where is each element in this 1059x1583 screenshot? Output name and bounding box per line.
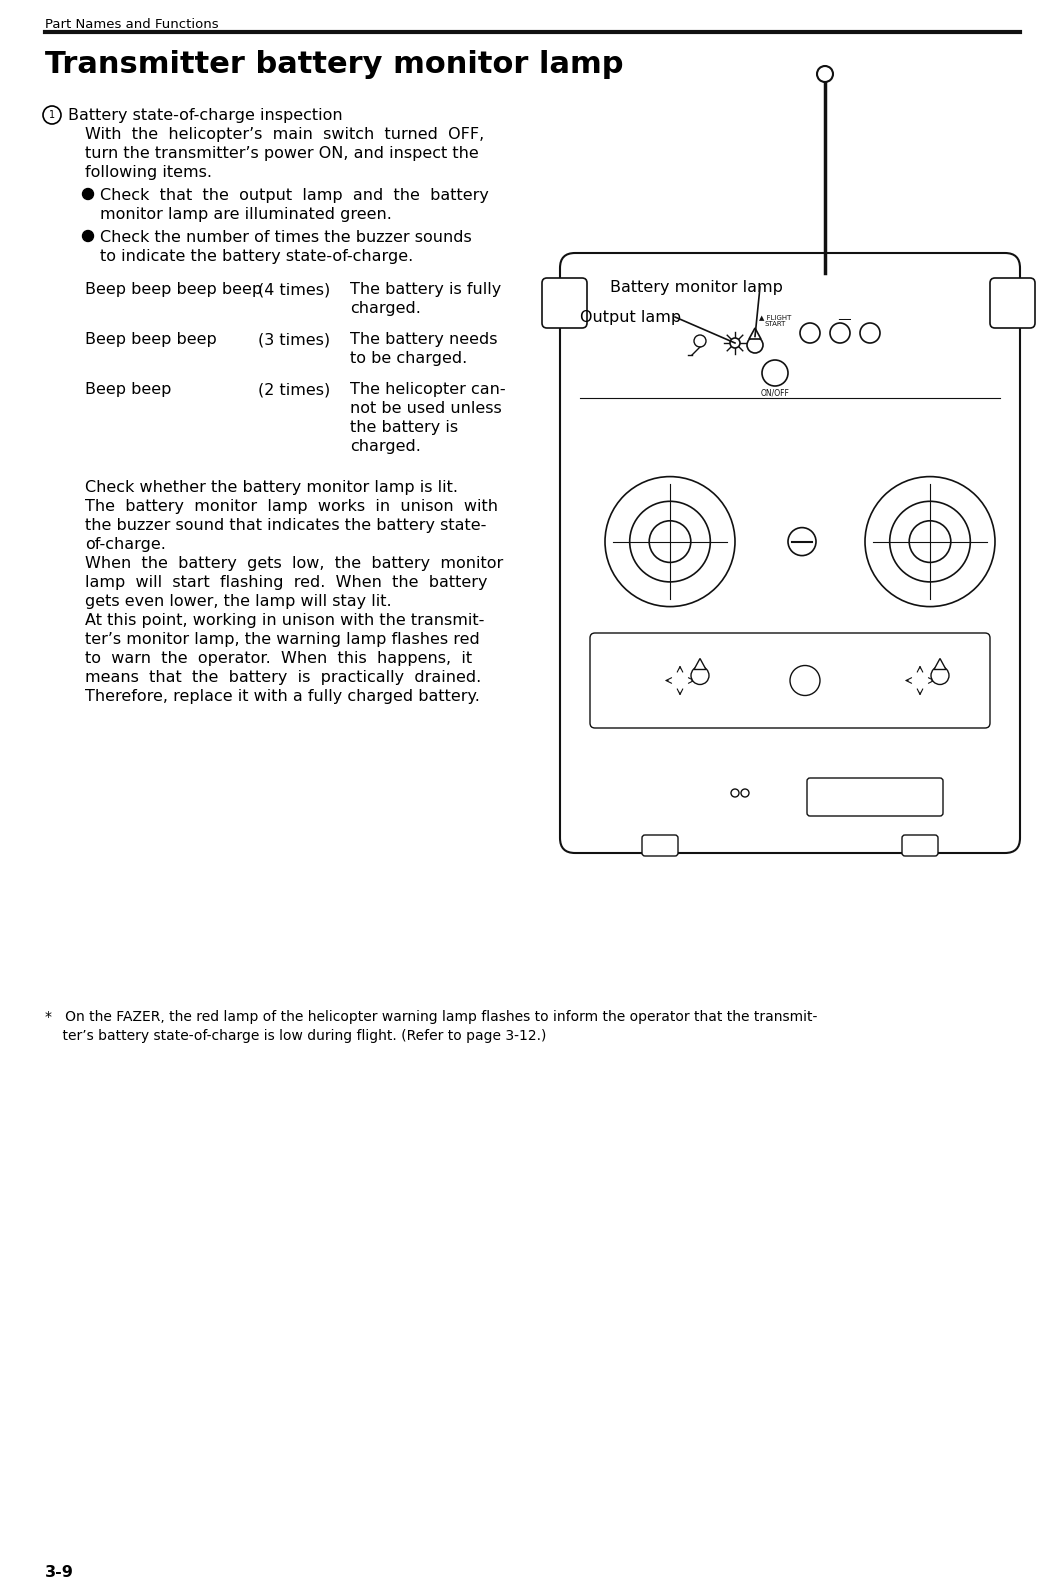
Text: charged.: charged. xyxy=(351,301,420,317)
Circle shape xyxy=(649,521,690,562)
Text: turn the transmitter’s power ON, and inspect the: turn the transmitter’s power ON, and ins… xyxy=(85,146,479,161)
Circle shape xyxy=(830,323,850,344)
Circle shape xyxy=(83,188,93,199)
FancyBboxPatch shape xyxy=(560,253,1020,853)
Text: following items.: following items. xyxy=(85,165,212,180)
FancyBboxPatch shape xyxy=(642,834,678,856)
Text: Battery monitor lamp: Battery monitor lamp xyxy=(610,280,783,294)
Text: Part Names and Functions: Part Names and Functions xyxy=(44,17,218,32)
Circle shape xyxy=(910,521,951,562)
Text: means  that  the  battery  is  practically  drained.: means that the battery is practically dr… xyxy=(85,670,481,685)
Text: With  the  helicopter’s  main  switch  turned  OFF,: With the helicopter’s main switch turned… xyxy=(85,127,484,142)
Circle shape xyxy=(731,788,739,796)
Text: The battery needs: The battery needs xyxy=(351,332,498,347)
Text: lamp  will  start  flashing  red.  When  the  battery: lamp will start flashing red. When the b… xyxy=(85,575,487,590)
Text: monitor lamp are illuminated green.: monitor lamp are illuminated green. xyxy=(100,207,392,222)
Circle shape xyxy=(694,336,706,347)
Text: the battery is: the battery is xyxy=(351,419,459,435)
Text: Check the number of times the buzzer sounds: Check the number of times the buzzer sou… xyxy=(100,230,471,245)
Polygon shape xyxy=(934,659,946,670)
Text: ter’s battery state-of-charge is low during flight. (Refer to page 3-12.): ter’s battery state-of-charge is low dur… xyxy=(44,1029,546,1043)
FancyBboxPatch shape xyxy=(590,633,990,728)
Text: START: START xyxy=(765,321,786,328)
Circle shape xyxy=(692,666,708,684)
Text: to be charged.: to be charged. xyxy=(351,351,467,366)
Text: (2 times): (2 times) xyxy=(258,382,330,397)
Text: gets even lower, the lamp will stay lit.: gets even lower, the lamp will stay lit. xyxy=(85,594,392,609)
Text: When  the  battery  gets  low,  the  battery  monitor: When the battery gets low, the battery m… xyxy=(85,556,503,571)
Text: charged.: charged. xyxy=(351,438,420,454)
Circle shape xyxy=(605,476,735,606)
Circle shape xyxy=(931,666,949,684)
Circle shape xyxy=(83,231,93,242)
Text: Beep beep beep beep: Beep beep beep beep xyxy=(85,282,263,298)
Circle shape xyxy=(730,339,740,348)
Circle shape xyxy=(800,323,820,344)
Text: At this point, working in unison with the transmit-: At this point, working in unison with th… xyxy=(85,613,484,628)
Text: of-charge.: of-charge. xyxy=(85,537,166,552)
FancyBboxPatch shape xyxy=(542,279,587,328)
Circle shape xyxy=(762,359,788,386)
Circle shape xyxy=(865,476,995,606)
Polygon shape xyxy=(749,328,761,339)
Text: Check whether the battery monitor lamp is lit.: Check whether the battery monitor lamp i… xyxy=(85,480,457,495)
Text: Check  that  the  output  lamp  and  the  battery: Check that the output lamp and the batte… xyxy=(100,188,489,203)
Text: (3 times): (3 times) xyxy=(258,332,330,347)
Text: ▔▔: ▔▔ xyxy=(839,318,851,328)
Text: Beep beep: Beep beep xyxy=(85,382,172,397)
Text: The  battery  monitor  lamp  works  in  unison  with: The battery monitor lamp works in unison… xyxy=(85,499,498,514)
FancyBboxPatch shape xyxy=(990,279,1035,328)
Text: to  warn  the  operator.  When  this  happens,  it: to warn the operator. When this happens,… xyxy=(85,651,472,666)
Text: The helicopter can-: The helicopter can- xyxy=(351,382,505,397)
Circle shape xyxy=(788,527,816,556)
Text: not be used unless: not be used unless xyxy=(351,400,502,416)
Text: 3-9: 3-9 xyxy=(44,1566,74,1580)
Text: ter’s monitor lamp, the warning lamp flashes red: ter’s monitor lamp, the warning lamp fla… xyxy=(85,632,480,647)
Circle shape xyxy=(43,106,61,123)
Text: The battery is fully: The battery is fully xyxy=(351,282,501,298)
Text: ▲ FLIGHT: ▲ FLIGHT xyxy=(759,313,791,320)
Text: Therefore, replace it with a fully charged battery.: Therefore, replace it with a fully charg… xyxy=(85,689,480,704)
Text: the buzzer sound that indicates the battery state-: the buzzer sound that indicates the batt… xyxy=(85,518,486,533)
Circle shape xyxy=(890,502,970,583)
Text: Battery state-of-charge inspection: Battery state-of-charge inspection xyxy=(68,108,343,123)
Text: Output lamp: Output lamp xyxy=(580,310,681,325)
Text: 1: 1 xyxy=(49,109,55,120)
Text: (4 times): (4 times) xyxy=(258,282,330,298)
Polygon shape xyxy=(694,659,706,670)
Text: ON/OFF: ON/OFF xyxy=(760,388,789,397)
Text: Beep beep beep: Beep beep beep xyxy=(85,332,217,347)
Circle shape xyxy=(741,788,749,796)
FancyBboxPatch shape xyxy=(807,777,943,815)
Text: to indicate the battery state-of-charge.: to indicate the battery state-of-charge. xyxy=(100,249,413,264)
Circle shape xyxy=(747,337,762,353)
Text: Transmitter battery monitor lamp: Transmitter battery monitor lamp xyxy=(44,51,624,79)
Circle shape xyxy=(816,66,833,82)
FancyBboxPatch shape xyxy=(902,834,938,856)
Circle shape xyxy=(790,665,820,695)
Text: *   On the FAZER, the red lamp of the helicopter warning lamp flashes to inform : * On the FAZER, the red lamp of the heli… xyxy=(44,1010,818,1024)
Circle shape xyxy=(860,323,880,344)
Circle shape xyxy=(630,502,711,583)
